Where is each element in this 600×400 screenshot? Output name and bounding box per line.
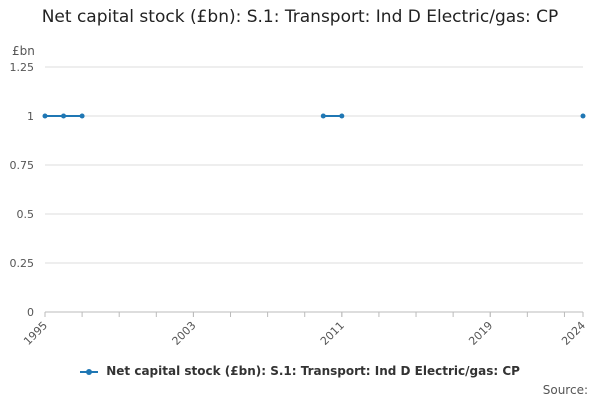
legend: Net capital stock (£bn): S.1: Transport:… [0,364,600,378]
data-point[interactable] [320,113,326,119]
y-tick-label: 0.75 [10,159,35,172]
x-tick-label: 1995 [21,319,50,348]
x-tick-label: 2011 [318,319,347,348]
x-tick-label: 2003 [170,319,199,348]
y-tick-label: 1 [27,110,34,123]
y-tick-label: 0.5 [17,208,35,221]
y-tick-label: 0.25 [10,257,35,270]
data-point[interactable] [61,113,67,119]
data-point[interactable] [42,113,48,119]
chart-title: Net capital stock (£bn): S.1: Transport:… [41,7,559,27]
data-point[interactable] [580,113,586,119]
source-label: Source: [542,383,588,397]
x-tick-label: 2019 [466,319,495,348]
y-axis-unit-label: £bn [12,44,35,58]
x-tick-label: 2024 [559,319,588,348]
legend-swatch-icon [80,367,99,377]
data-point[interactable] [339,113,345,119]
legend-label: Net capital stock (£bn): S.1: Transport:… [106,364,520,378]
y-tick-label: 0 [27,306,34,319]
data-point[interactable] [79,113,85,119]
y-tick-label: 1.25 [10,61,35,74]
